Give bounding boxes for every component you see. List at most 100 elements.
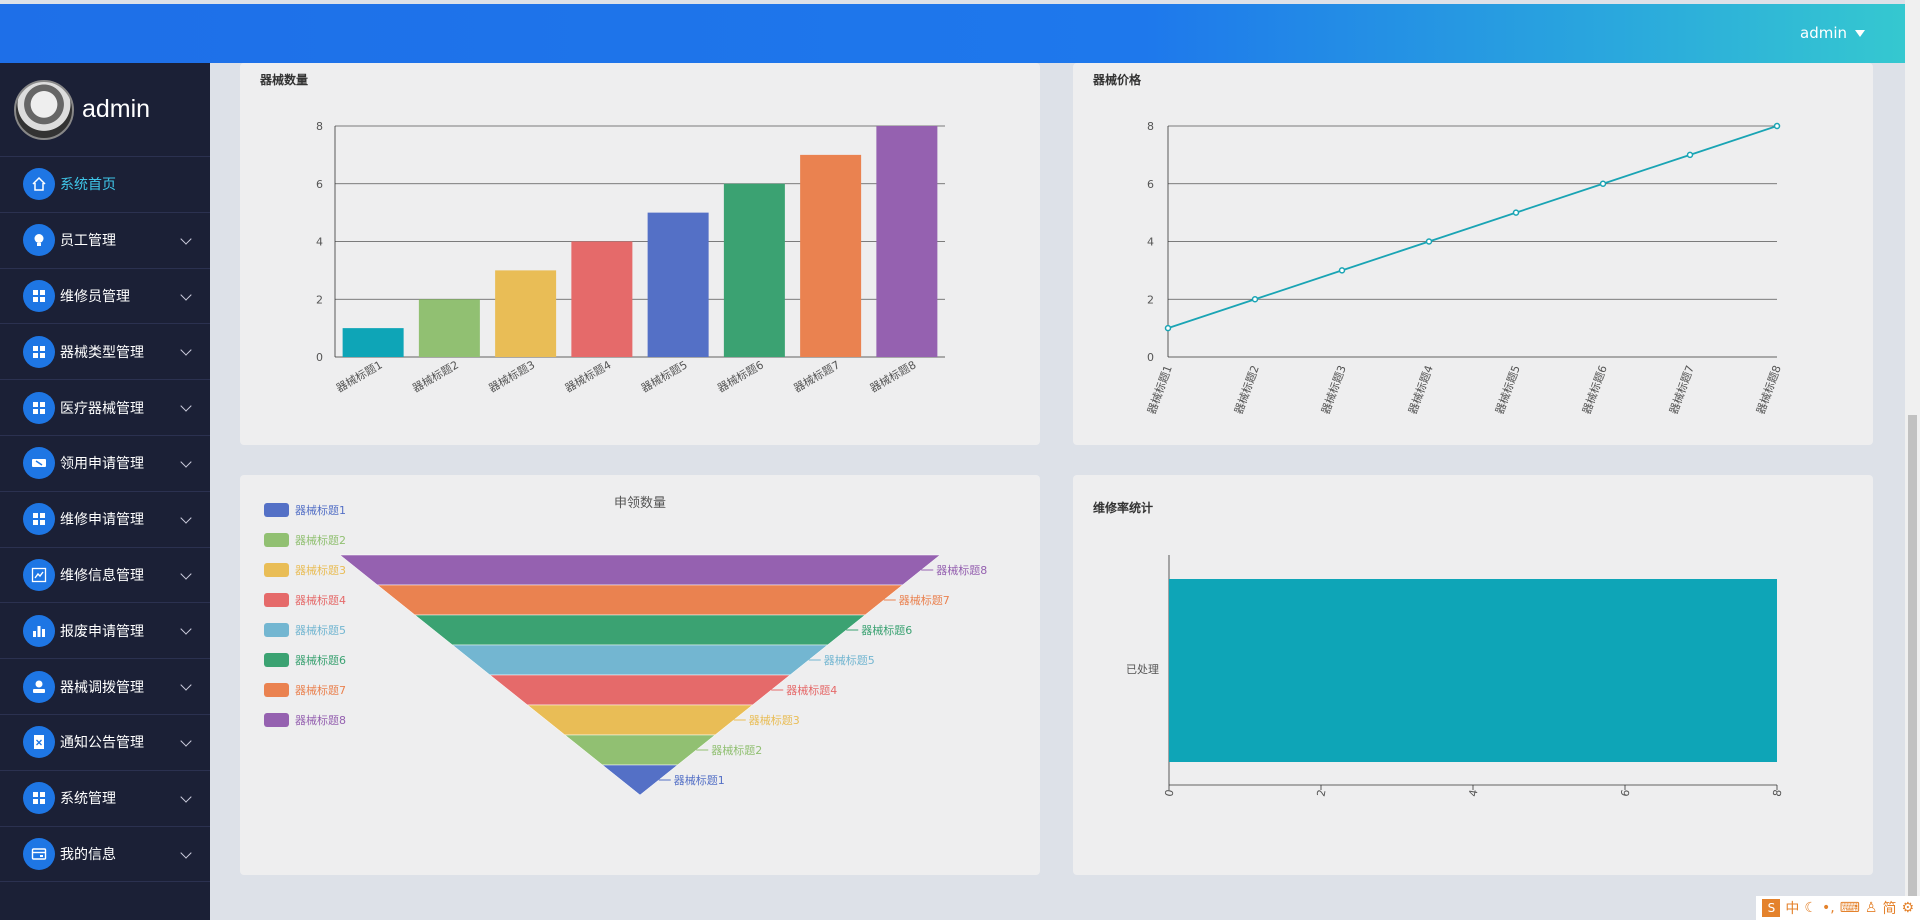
x-tick-label: 器械标题6 — [1579, 363, 1610, 416]
ticket-icon — [23, 447, 55, 480]
y-tick-label: 2 — [1147, 293, 1154, 306]
user-menu[interactable]: admin — [1800, 24, 1865, 42]
sidebar-item-13[interactable]: 我的信息 — [0, 827, 210, 883]
user-menu-label: admin — [1800, 24, 1847, 42]
chevron-down-icon — [180, 400, 192, 412]
legend-swatch-2 — [264, 533, 289, 547]
x-tick-label: 器械标题8 — [1753, 363, 1784, 416]
funnel-seg-4 — [489, 674, 791, 706]
legend-swatch-5 — [264, 623, 289, 637]
legend-label-3: 器械标题3 — [295, 563, 346, 577]
moon-icon[interactable]: ☾ — [1804, 900, 1817, 916]
chevron-down-icon — [180, 735, 192, 747]
x-tick-label: 器械标题8 — [867, 357, 918, 395]
sidebar-brand: admin — [0, 63, 210, 157]
avatar — [14, 79, 74, 140]
chevron-down-icon — [180, 344, 192, 357]
legend-swatch-3 — [264, 563, 289, 577]
legend-swatch-7 — [264, 683, 289, 697]
bar-4 — [571, 241, 633, 357]
notice-icon — [23, 726, 55, 759]
chevron-down-icon — [180, 233, 192, 245]
sidebar-item-11[interactable]: 通知公告管理 — [0, 715, 210, 771]
legend-label-6: 器械标题6 — [295, 653, 346, 667]
repair-chart-title: 维修率统计 — [1093, 501, 1154, 515]
punct-icon[interactable]: •, — [1821, 900, 1835, 916]
sidebar-item-4[interactable]: 器械类型管理 — [0, 324, 210, 381]
price-line-chart: 0 2 4 6 8 器械标题1 器械标题2 器械标题3 器械标题4 器械标题5 器械标题6 器械标题7… — [1144, 120, 1784, 416]
x-tick-label: 器械标题3 — [1318, 363, 1349, 416]
chevron-down-icon — [180, 846, 192, 859]
sidebar-item-label: 我的信息 — [60, 846, 116, 863]
x-tick-label: 器械标题7 — [1666, 363, 1697, 416]
x-tick-label: 器械标题3 — [486, 357, 537, 395]
quantity-chart-title: 器械数量 — [260, 73, 309, 87]
apply-chart-panel: 申领数量器械标题8 器械标题7 器械标题6 器械标题5 器械标题4 器械标题3 器械标题2 器… — [240, 475, 1040, 875]
sidebar-item-9[interactable]: 报废申请管理 — [0, 603, 210, 660]
chevron-down-icon — [180, 567, 192, 580]
chevron-down-icon — [180, 512, 192, 524]
chevron-down-icon — [180, 456, 192, 468]
y-tick-label: 4 — [1147, 236, 1154, 249]
vertical-scrollbar[interactable] — [1905, 0, 1920, 920]
sidebar-item-3[interactable]: 维修员管理 — [0, 269, 210, 325]
sidebar-item-label: 系统管理 — [60, 791, 116, 808]
legend-label-7: 器械标题7 — [295, 683, 346, 697]
sidebar-item-label: 系统首页 — [60, 177, 116, 194]
sidebar-item-6[interactable]: 领用申请管理 — [0, 436, 210, 492]
sidebar-item-label: 器械类型管理 — [60, 344, 144, 361]
apply-chart-title: 申领数量 — [614, 496, 666, 511]
y-tick-label: 已处理 — [1126, 663, 1159, 676]
funnel-seg-6 — [414, 614, 866, 646]
sidebar-item-7[interactable]: 维修申请管理 — [0, 492, 210, 548]
sidebar-item-label: 维修员管理 — [60, 288, 130, 305]
sidebar-item-2[interactable]: 员工管理 — [0, 213, 210, 269]
x-tick-label: 器械标题5 — [1492, 363, 1523, 416]
repair-bar-chart: 0 2 4 6 8 已处理 — [1126, 555, 1785, 798]
person-icon[interactable]: ♙ — [1864, 900, 1878, 916]
grid-icon — [23, 279, 55, 312]
funnel-label-2: 器械标题2 — [711, 743, 762, 757]
x-tick-label: 4 — [1466, 789, 1480, 798]
sidebar-item-8[interactable]: 维修信息管理 — [0, 548, 210, 604]
funnel-label-6: 器械标题6 — [861, 623, 912, 637]
sidebar-item-label: 报废申请管理 — [60, 623, 144, 640]
brand-name: admin — [82, 95, 151, 123]
sidebar-item-label: 领用申请管理 — [60, 456, 144, 473]
funnel-label-3: 器械标题3 — [749, 713, 800, 727]
bar-7 — [800, 154, 862, 357]
price-chart-panel: 器械价格 0 2 4 6 8 器械标题1 器械标题2 器械标题3 器械标题4 器械标题5 器械标题6… — [1073, 63, 1873, 445]
sidebar-item-label: 维修信息管理 — [60, 567, 144, 584]
legend-label-4: 器械标题4 — [295, 593, 346, 607]
sidebar-item-label: 医疗器械管理 — [60, 400, 144, 417]
keyboard-icon[interactable]: ⌨ — [1839, 900, 1860, 916]
sidebar-item-10[interactable]: 器械调拨管理 — [0, 659, 210, 715]
bar-6 — [723, 183, 785, 357]
ime-lang-label[interactable]: 中 — [1785, 901, 1800, 917]
point-1 — [1164, 324, 1172, 332]
point-2 — [1251, 296, 1259, 303]
grid-icon — [23, 503, 55, 536]
x-tick-label: 器械标题7 — [791, 357, 842, 395]
gear-icon[interactable]: ⚙ — [1901, 900, 1914, 916]
point-7 — [1686, 151, 1694, 159]
x-tick-label: 0 — [1162, 789, 1176, 798]
legend-label-1: 器械标题1 — [295, 503, 346, 517]
ime-simplified-label[interactable]: 简 — [1882, 901, 1897, 917]
scrollbar-thumb[interactable] — [1908, 415, 1917, 910]
funnel-label-5: 器械标题5 — [824, 653, 875, 667]
funnel-label-8: 器械标题8 — [936, 563, 987, 577]
point-4 — [1425, 238, 1433, 245]
funnel-seg-5 — [451, 644, 829, 676]
x-tick-label: 器械标题4 — [562, 357, 613, 395]
x-tick-label: 器械标题1 — [333, 357, 384, 395]
user-icon — [23, 670, 55, 703]
sidebar: admin 系统首页员工管理维修员管理器械类型管理 医疗器械管理 领用申请管理维修申… — [0, 63, 210, 920]
sidebar-item-5[interactable]: 医疗器械管理 — [0, 380, 210, 436]
y-tick-label: 8 — [1147, 120, 1154, 133]
sidebar-item-12[interactable]: 系统管理 — [0, 771, 210, 827]
card-icon — [23, 837, 55, 870]
y-tick-label: 0 — [1147, 351, 1154, 364]
sidebar-item-1[interactable]: 系统首页 — [0, 157, 210, 213]
funnel-seg-2 — [564, 734, 716, 766]
